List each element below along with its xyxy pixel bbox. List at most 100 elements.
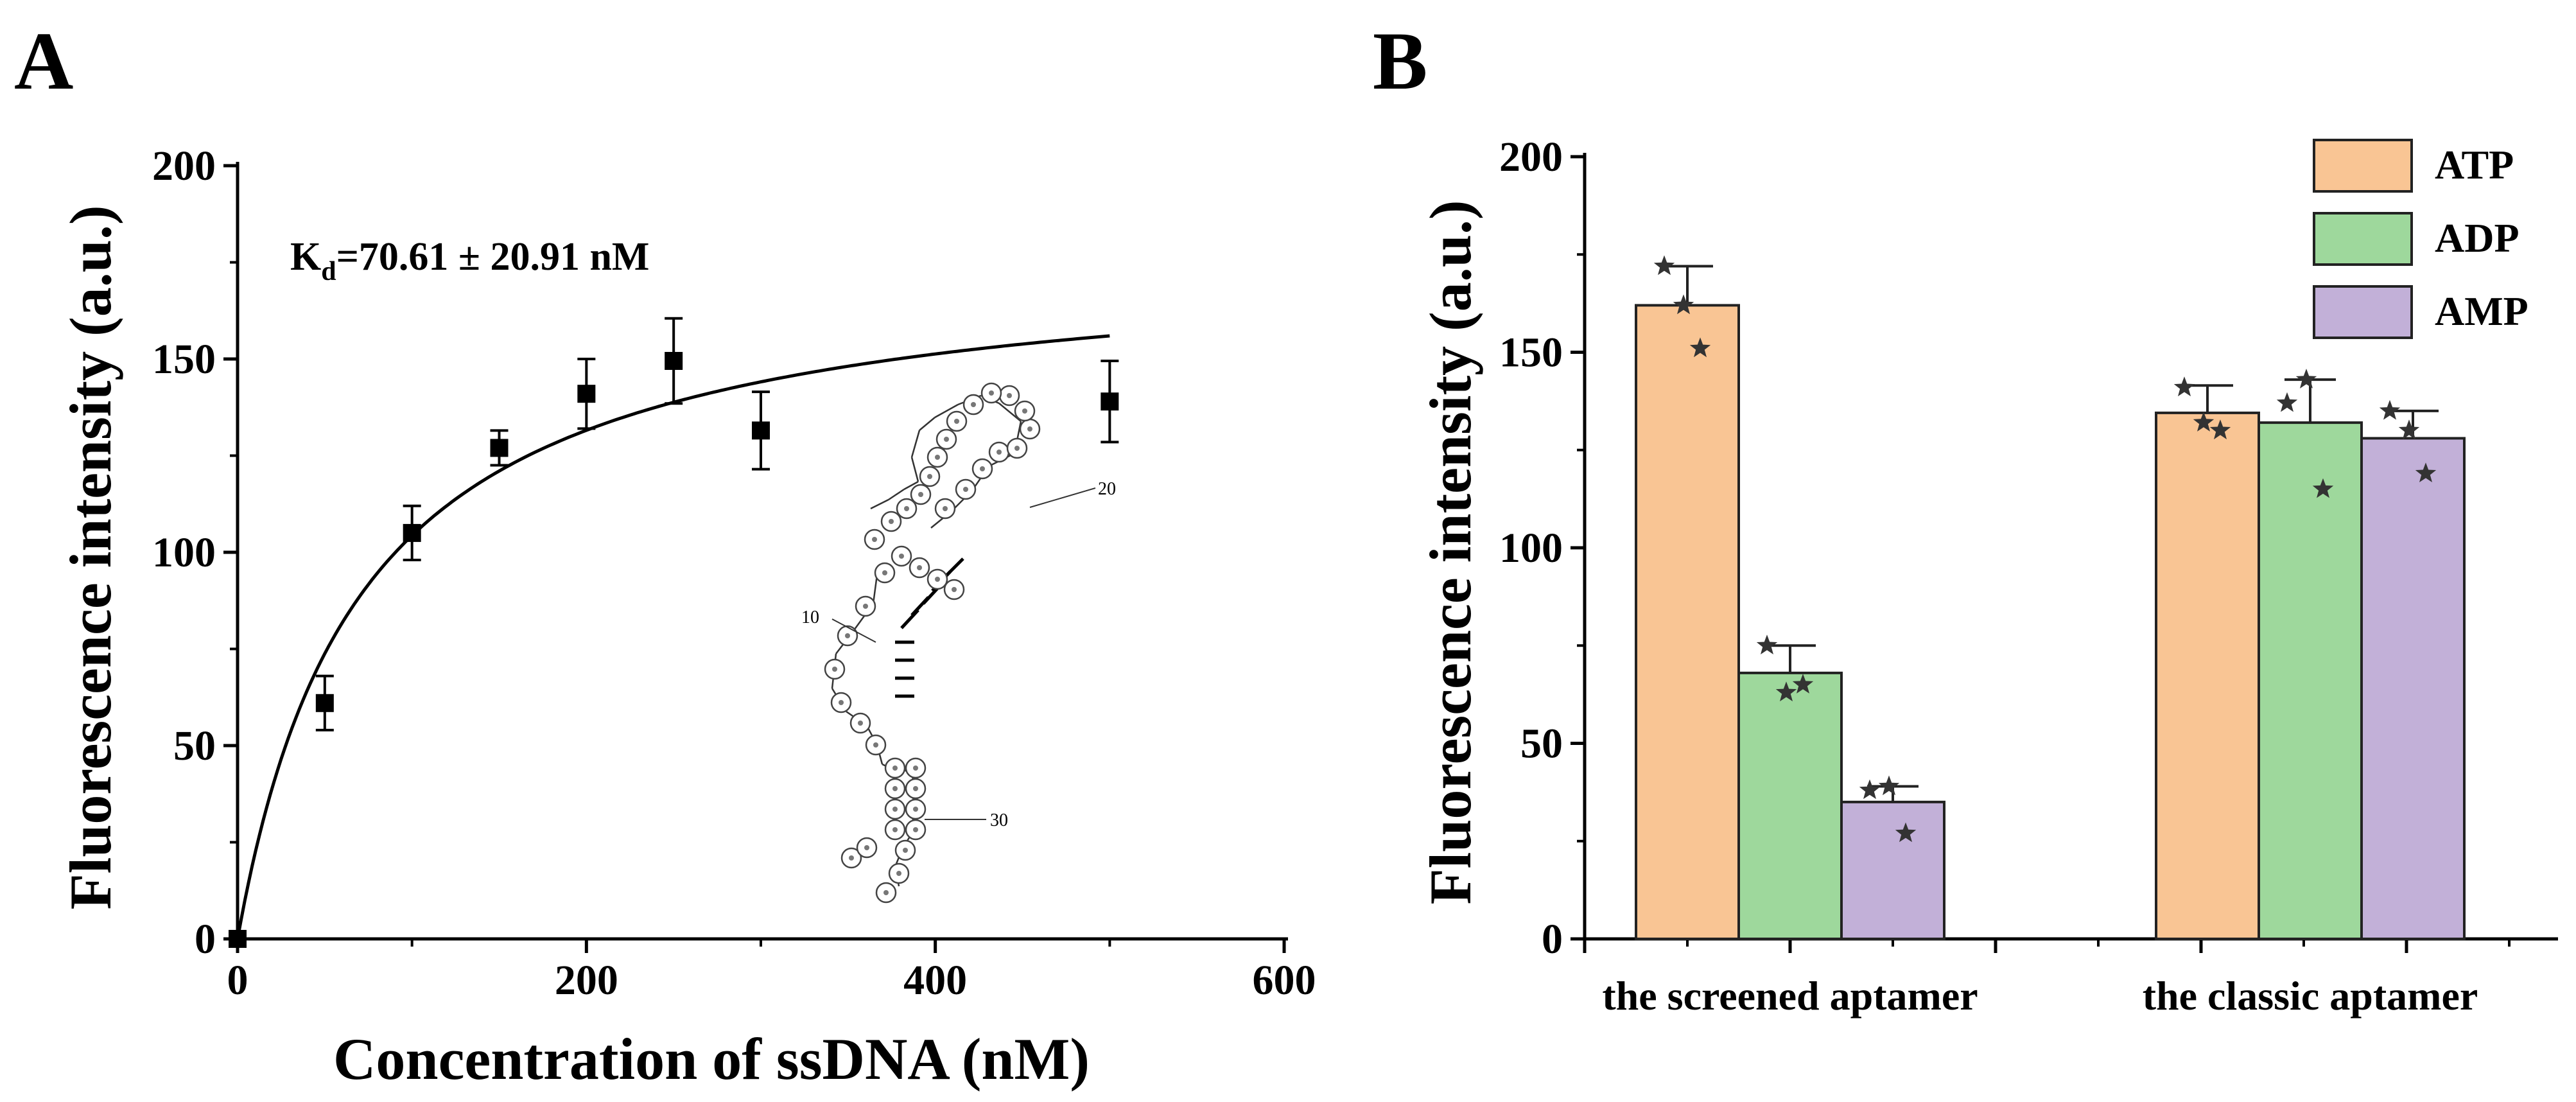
structure-nucleotide-letter — [917, 565, 922, 570]
panel-b-bars — [1635, 255, 2466, 941]
data-point — [577, 385, 596, 403]
structure-nucleotide-letter — [954, 419, 959, 424]
structure-nucleotide-letter — [892, 827, 898, 832]
structure-position-label: 10 — [801, 608, 819, 627]
structure-nucleotide-letter — [882, 570, 887, 575]
structure-nucleotide-letter — [849, 855, 854, 861]
structure-nucleotide-letter — [872, 537, 877, 542]
structure-nucleotide-letter — [963, 487, 968, 492]
structure-position-label: 30 — [990, 810, 1008, 830]
structure-nucleotide-letter — [980, 466, 985, 471]
structure-nucleotide-letter — [935, 455, 940, 460]
structure-nucleotide-letter — [913, 786, 918, 791]
legend-swatch-atp — [2313, 139, 2413, 193]
panel-a-y-tick-label: 100 — [152, 529, 216, 576]
replicate-point — [1775, 681, 1797, 702]
data-point — [1101, 392, 1119, 411]
panel-b-axes: 0 50 100 150 200 the screened aptamer the clas… — [1499, 134, 2558, 1019]
panel-a-axes: 0 50 100 150 200 0 200 400 600 — [152, 143, 1316, 1004]
panel-a-y-tick-label: 150 — [152, 336, 216, 383]
structure-nucleotide-letter — [863, 604, 868, 609]
structure-nucleotide-letter — [927, 474, 932, 479]
data-point — [315, 694, 334, 712]
panel-b-legend: ATP ADP AMP — [2313, 139, 2528, 339]
structure-bond — [934, 403, 959, 419]
bar-atp — [1635, 304, 1740, 941]
panel-b-y-tick-label: 150 — [1499, 329, 1563, 376]
kd-annotation: Kd=70.61 ± 20.91 nM — [290, 235, 649, 286]
panel-a-label: A — [14, 15, 73, 107]
panel-a-data-points — [229, 317, 1119, 948]
panel-a-x-tick-label: 400 — [903, 957, 967, 1004]
ssdna-structure-inset: 10 20 30 — [801, 382, 1116, 904]
structure-base-pair — [900, 609, 919, 629]
panel-b-category-label: the screened aptamer — [1602, 973, 1978, 1019]
legend-label-adp: ADP — [2435, 215, 2519, 261]
fit-curve-line — [236, 334, 1110, 940]
bar-atp — [2155, 411, 2260, 940]
structure-label-line — [1029, 487, 1096, 508]
panel-b-y-tick-label: 50 — [1520, 721, 1563, 767]
bar-adp — [1737, 671, 1843, 940]
structure-nucleotide-letter — [1014, 446, 1020, 451]
panel-a-chart: 0 50 100 150 200 0 200 400 600 10 20 30 Concentrat… — [58, 143, 1316, 1092]
panel-b-category-label: the classic aptamer — [2143, 973, 2478, 1019]
structure-bond — [998, 403, 1022, 422]
replicate-point — [2379, 399, 2401, 420]
structure-nucleotide-letter — [864, 845, 869, 850]
binding-fit-curve — [236, 334, 1110, 940]
panel-b-y-tick-label: 100 — [1499, 525, 1563, 572]
panel-b-y-axis-label: Fluorescence intensity (a.u.) — [1418, 200, 1483, 904]
bar-adp — [2258, 421, 2363, 940]
replicate-point — [1653, 255, 1675, 276]
replicate-point — [1895, 822, 1917, 843]
kd-annotation-value: =70.61 ± 20.91 nM — [336, 235, 650, 279]
replicate-point — [1878, 775, 1900, 796]
structure-nucleotide-letter — [913, 827, 918, 832]
panel-a-x-tick-label: 200 — [555, 957, 618, 1004]
structure-nucleotide-letter — [858, 721, 863, 726]
structure-nucleotide-letter — [892, 765, 898, 771]
structure-nucleotide-letter — [883, 890, 889, 895]
structure-nucleotide-letter — [892, 807, 898, 812]
replicate-point — [1792, 674, 1814, 694]
bar-amp — [2360, 437, 2466, 940]
replicate-point — [1859, 779, 1881, 800]
replicate-point — [1673, 294, 1694, 315]
structure-nucleotide-letter — [903, 848, 908, 853]
replicate-point — [2209, 419, 2231, 440]
data-point — [403, 523, 421, 542]
structure-nucleotide-letter — [873, 742, 878, 748]
structure-bond — [888, 488, 905, 501]
replicate-point — [2398, 419, 2420, 440]
structure-nucleotide-letter — [943, 506, 948, 511]
structure-nucleotide-letter — [952, 587, 957, 592]
structure-bond — [903, 480, 919, 491]
panel-a-x-tick-label: 0 — [227, 957, 248, 1004]
replicate-point — [2173, 376, 2195, 397]
data-point — [490, 439, 509, 457]
panel-a-y-tick-label: 200 — [152, 143, 216, 189]
structure-bond — [910, 457, 919, 482]
structure-nucleotide-letter — [1022, 408, 1027, 414]
structure-nucleotide-letter — [904, 506, 909, 511]
data-point — [752, 421, 770, 440]
data-point — [665, 352, 683, 371]
replicate-point — [2312, 478, 2334, 498]
replicate-point — [2276, 392, 2298, 412]
structure-nucleotide-letter — [1007, 393, 1012, 398]
structure-nucleotide-letter — [896, 871, 901, 876]
panel-b-chart: 0 50 100 150 200 the screened aptamer the clas… — [1418, 134, 2558, 1019]
structure-nucleotide-letter — [989, 390, 994, 396]
replicate-point — [1689, 337, 1711, 358]
structure-nucleotide-letter — [1027, 426, 1032, 432]
legend-label-atp: ATP — [2435, 142, 2514, 188]
structure-nucleotide-letter — [971, 402, 976, 407]
structure-nucleotide-letter — [913, 765, 918, 771]
kd-annotation-subscript: d — [321, 257, 336, 286]
structure-bond — [870, 498, 889, 510]
replicate-point — [2295, 369, 2317, 389]
legend-swatch-adp — [2313, 212, 2413, 266]
structure-nucleotide-letter — [899, 554, 904, 559]
